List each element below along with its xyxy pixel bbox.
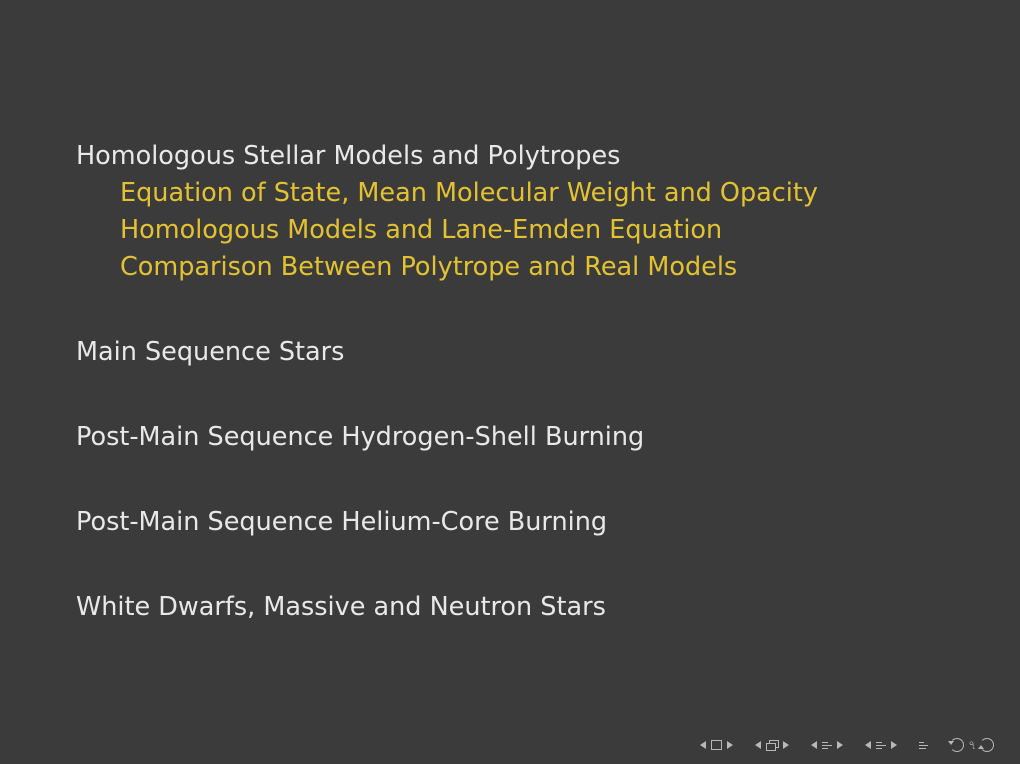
- section-title[interactable]: Post-Main Sequence Hydrogen-Shell Burnin…: [76, 419, 960, 456]
- slide-rect-icon: [711, 740, 722, 750]
- section-title[interactable]: White Dwarfs, Massive and Neutron Stars: [76, 589, 960, 626]
- nav-subsection-next[interactable]: [865, 741, 897, 749]
- slide: Homologous Stellar Models and Polytropes…: [0, 0, 1020, 764]
- bars-icon: [876, 742, 886, 749]
- bars-icon: [822, 742, 832, 749]
- triangle-right-icon: [891, 741, 897, 749]
- nav-subsection-prev[interactable]: [811, 741, 843, 749]
- outline-section: Post-Main Sequence Hydrogen-Shell Burnin…: [76, 419, 960, 456]
- outline-content: Homologous Stellar Models and Polytropes…: [76, 138, 960, 626]
- triangle-right-icon: [727, 741, 733, 749]
- section-title[interactable]: Main Sequence Stars: [76, 334, 960, 371]
- triangle-right-icon: [783, 741, 789, 749]
- nav-loop-controls: ৭: [950, 738, 994, 752]
- section-title[interactable]: Homologous Stellar Models and Polytropes: [76, 138, 960, 175]
- triangle-left-icon: [755, 741, 761, 749]
- nav-first-slide[interactable]: [700, 740, 733, 750]
- triangle-left-icon: [865, 741, 871, 749]
- outline-section: Post-Main Sequence Helium-Core Burning: [76, 504, 960, 541]
- triangle-left-icon: [700, 741, 706, 749]
- subsection-link[interactable]: Comparison Between Polytrope and Real Mo…: [120, 249, 960, 286]
- triangle-right-icon: [837, 741, 843, 749]
- toc-icon: [919, 742, 928, 749]
- subsection-link[interactable]: Homologous Models and Lane-Emden Equatio…: [120, 212, 960, 249]
- outline-section: Homologous Stellar Models and Polytropes…: [76, 138, 960, 286]
- back-loop-icon[interactable]: [950, 738, 964, 752]
- outline-section: White Dwarfs, Massive and Neutron Stars: [76, 589, 960, 626]
- section-title[interactable]: Post-Main Sequence Helium-Core Burning: [76, 504, 960, 541]
- forward-loop-icon[interactable]: [980, 738, 994, 752]
- search-icon[interactable]: ৭: [968, 739, 976, 751]
- beamer-nav-bar: ৭: [700, 738, 994, 752]
- nav-toc[interactable]: [919, 742, 928, 749]
- triangle-left-icon: [811, 741, 817, 749]
- subsection-link[interactable]: Equation of State, Mean Molecular Weight…: [120, 175, 960, 212]
- frames-icon: [766, 740, 778, 750]
- outline-section: Main Sequence Stars: [76, 334, 960, 371]
- nav-frames[interactable]: [755, 740, 789, 750]
